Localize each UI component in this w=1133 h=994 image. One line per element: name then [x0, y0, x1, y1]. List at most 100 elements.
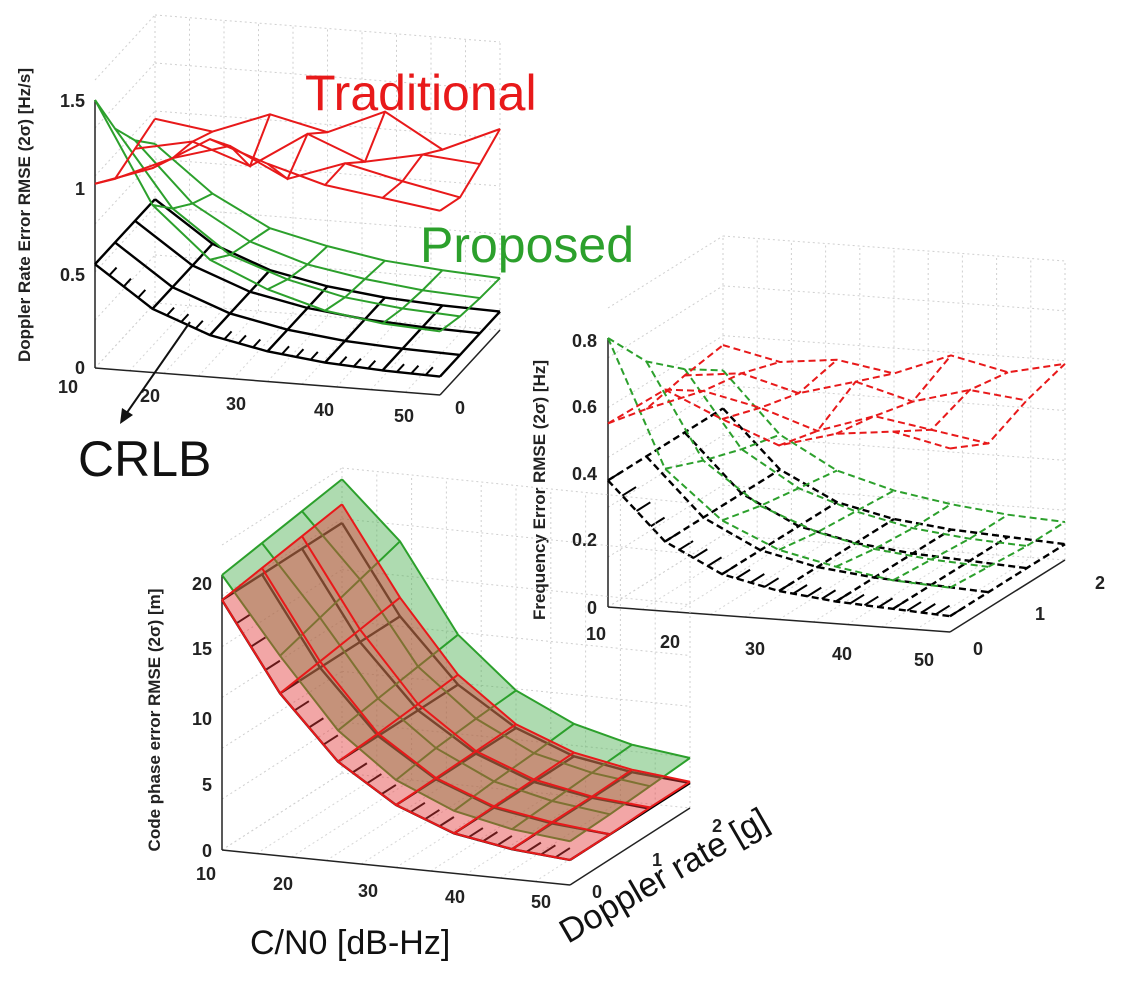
chart1-crlb-col-line	[381, 304, 444, 372]
chart3-crlb-hatch	[467, 827, 484, 839]
chart1-proposed-col-line	[439, 277, 501, 333]
chart-frequency: 0 0.2 0.4 0.6 0.8 10 20 30 40 50 0 1 2 F…	[530, 235, 1105, 670]
chart3-crlb-hatch	[540, 844, 556, 856]
chart1-gridline	[301, 318, 363, 385]
chart2-crlb-hatch	[707, 556, 723, 567]
chart2-traditional-col-line	[892, 371, 1009, 433]
chart1-crlb-col-line	[209, 269, 271, 336]
chart1-crlb-hatch	[396, 363, 405, 373]
chart1-crlb-hatch	[223, 330, 233, 340]
chart3-xtick: 40	[445, 887, 465, 907]
chart3-traditional-col-line	[511, 768, 633, 850]
chart3-crlb-hatch	[250, 636, 266, 648]
chart1-traditional-row-line	[94, 138, 441, 212]
chart3-crlb-hatch	[380, 784, 397, 796]
chart3-traditional-col-line	[569, 780, 691, 861]
chart2-xtick: 20	[660, 632, 680, 652]
chart3-proposed-patch	[302, 479, 400, 580]
chart3-gridline	[341, 772, 691, 809]
chart2-crlb-hatch	[749, 573, 765, 584]
chart3-gridline	[465, 797, 586, 875]
chart2-proposed-row-line	[683, 368, 1027, 548]
chart1-traditional-col-line	[324, 111, 386, 186]
chart1-gridline	[94, 14, 156, 81]
chart1-crlb-col-line	[151, 243, 214, 310]
chart2-proposed-row-line	[645, 360, 989, 568]
chart2-gridline	[641, 537, 758, 610]
chart2-y-axis	[949, 559, 1066, 633]
chart1-proposed-col-line	[381, 269, 444, 325]
chart2-gridline	[676, 539, 792, 613]
chart2-xtick: 40	[832, 644, 852, 664]
chart2-surface-proposed	[607, 337, 1066, 589]
chart2-crlb-hatch	[878, 597, 894, 608]
chart1-crlb-hatch	[194, 320, 204, 330]
chart3-gridline	[341, 670, 691, 707]
chart3-gridline	[221, 518, 343, 597]
chart1-xtick: 10	[58, 377, 78, 397]
chart3-proposed-col-line	[337, 633, 459, 732]
chart1-crlb-hatch	[108, 266, 118, 277]
chart2-proposed-col-line	[778, 489, 895, 551]
chart1-proposed-col-line	[267, 245, 329, 291]
chart1-crlb-hatch	[252, 338, 262, 348]
chart3-gridline	[395, 790, 517, 868]
chart2-gridline	[881, 554, 997, 628]
chart2-crlb-hatch	[849, 593, 865, 605]
chart2-traditional-row-line	[646, 389, 989, 445]
chart1-ztick: 0	[75, 358, 85, 378]
chart2-xtick: 30	[745, 639, 765, 659]
chart2-gridline	[915, 557, 1032, 630]
chart2-traditional-col-line	[835, 354, 952, 435]
chart2-traditional-col-line	[664, 360, 781, 392]
chart1-ztick: 0.5	[60, 265, 85, 285]
chart3-proposed-patch	[552, 772, 650, 815]
chart2-crlb-hatch	[792, 584, 808, 595]
chart1-crlb-col-line	[439, 310, 501, 378]
chart3-crlb-hatch	[525, 841, 542, 853]
chart1-crlb-hatch	[424, 366, 434, 376]
chart2-crlb-col-line	[778, 518, 895, 593]
chart3-crlb-hatch	[409, 802, 426, 813]
chart2-crlb-col-line	[664, 468, 781, 543]
chart1-crlb-hatch	[94, 255, 103, 265]
chart2-surfaces	[607, 337, 1066, 618]
chart3-crlb-hatch	[554, 847, 571, 859]
chart1-xtick: 20	[140, 386, 160, 406]
chart3-x-axis	[221, 849, 571, 886]
chart2-gridline	[722, 235, 1066, 262]
chart1-crlb-hatch	[295, 348, 305, 358]
chart3-ztick: 10	[192, 709, 212, 729]
chart3-y-axis	[569, 807, 691, 886]
chart2-ztick: 0.2	[572, 530, 597, 550]
chart3-gridline	[341, 620, 691, 656]
chart1-surface-proposed	[94, 99, 501, 333]
chart1-gridline	[370, 324, 432, 390]
chart1-crlb-hatch	[238, 334, 247, 344]
chart1-crlb-hatch	[381, 361, 391, 372]
chart3-traditional-patch	[302, 504, 400, 630]
chart1-crlb-hatch	[209, 326, 218, 336]
chart1-traditional-col-line	[209, 113, 271, 168]
chart2-traditional-col-line	[607, 344, 724, 425]
chart1-gridline	[129, 305, 190, 372]
chart2-crlb-hatch	[735, 568, 751, 580]
chart1-xtick: 50	[394, 406, 414, 426]
chart2-crlb-col-line	[892, 535, 1009, 610]
chart2-crlb-col-line	[721, 501, 838, 576]
axis-xlabel: C/N0 [dB-Hz]	[250, 924, 450, 962]
chart3-traditional-patch	[360, 597, 458, 705]
chart2-proposed-col-line	[607, 337, 724, 372]
chart3-traditional-patch	[338, 733, 436, 805]
chart2-ytick: 2	[1095, 573, 1105, 593]
chart1-crlb-hatch	[166, 306, 175, 317]
chart3-crlb-hatch	[424, 809, 440, 821]
chart2-crlb-hatch	[607, 470, 623, 482]
chart1-crlb-hatch	[309, 351, 319, 361]
chart1-crlb-col-line	[266, 285, 329, 353]
chart3-proposed-patch	[512, 801, 610, 842]
chart1-crlb-hatch	[410, 365, 420, 375]
chart3-gridline	[341, 467, 691, 504]
chart3-crlb-hatch	[293, 700, 310, 712]
label-crlb: CRLB	[78, 431, 211, 487]
